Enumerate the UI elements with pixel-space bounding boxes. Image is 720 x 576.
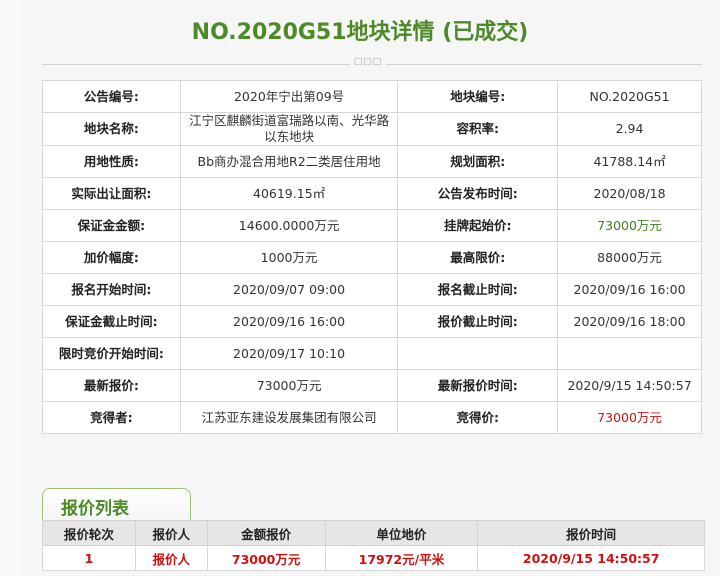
detail-row: 报名开始时间: 2020/09/07 09:00 报名截止时间: 2020/09/16… <box>42 273 702 306</box>
field-value: 2020/09/07 09:00 <box>179 273 399 306</box>
detail-row: 限时竞价开始时间: 2020/09/17 10:10 <box>42 337 702 370</box>
field-value <box>557 337 702 370</box>
field-value: 江苏亚东建设发展集团有限公司 <box>179 401 399 434</box>
field-label: 用地性质: <box>42 145 181 178</box>
detail-row: 加价幅度: 1000万元 最高限价: 88000万元 <box>42 241 702 274</box>
detail-row: 竞得者: 江苏亚东建设发展集团有限公司 竞得价: 73000万元 <box>42 401 702 434</box>
field-value: 73000万元 <box>179 369 399 402</box>
field-label: 限时竞价开始时间: <box>42 337 181 370</box>
divider-mark: □□□ <box>350 57 386 67</box>
field-value: 88000万元 <box>557 241 702 274</box>
column-header: 报价轮次 <box>42 520 136 546</box>
field-value: 41788.14㎡ <box>557 145 702 178</box>
bid-row: 1 报价人 73000万元 17972元/平米 2020/9/15 14:50:57 <box>42 545 705 571</box>
column-header: 金额报价 <box>206 520 326 546</box>
bid-cell: 17972元/平米 <box>324 545 479 571</box>
detail-row: 公告编号: 2020年宁出第09号 地块编号: NO.2020G51 <box>42 80 702 113</box>
field-label: 保证金金额: <box>42 209 181 242</box>
field-value: 14600.0000万元 <box>179 209 399 242</box>
field-value: 2.94 <box>557 112 702 146</box>
detail-row: 地块名称: 江宁区麒麟街道富瑞路以南、光华路以东地块 容积率: 2.94 <box>42 112 702 146</box>
field-value: 2020/09/16 18:00 <box>557 305 702 338</box>
column-header: 报价人 <box>134 520 208 546</box>
bid-cell: 报价人 <box>134 545 208 571</box>
field-value: 1000万元 <box>179 241 399 274</box>
detail-row: 用地性质: Bb商办混合用地R2二类居住用地 规划面积: 41788.14㎡ <box>42 145 702 178</box>
column-header: 单位地价 <box>324 520 479 546</box>
detail-row: 保证金金额: 14600.0000万元 挂牌起始价: 73000万元 <box>42 209 702 242</box>
detail-row: 保证金截止时间: 2020/09/16 16:00 报价截止时间: 2020/09/1… <box>42 305 702 338</box>
field-label: 报名截止时间: <box>397 273 559 306</box>
field-value: 江宁区麒麟街道富瑞路以南、光华路以东地块 <box>179 112 399 146</box>
field-value: Bb商办混合用地R2二类居住用地 <box>179 145 399 178</box>
field-label <box>397 337 559 370</box>
field-value: 2020/08/18 <box>557 177 702 210</box>
bid-cell: 1 <box>42 545 136 571</box>
field-label: 容积率: <box>397 112 559 146</box>
field-label: 挂牌起始价: <box>397 209 559 242</box>
detail-row: 实际出让面积: 40619.15㎡ 公告发布时间: 2020/08/18 <box>42 177 702 210</box>
field-value: 2020年宁出第09号 <box>179 80 399 113</box>
field-value: 2020/09/16 16:00 <box>179 305 399 338</box>
field-label: 加价幅度: <box>42 241 181 274</box>
field-label: 规划面积: <box>397 145 559 178</box>
column-header: 报价时间 <box>477 520 705 546</box>
field-label: 地块名称: <box>42 112 181 146</box>
bid-cell: 2020/9/15 14:50:57 <box>477 545 705 571</box>
field-value: 40619.15㎡ <box>179 177 399 210</box>
field-label: 最高限价: <box>397 241 559 274</box>
land-detail-table: 公告编号: 2020年宁出第09号 地块编号: NO.2020G51 地块名称: 江宁区麒… <box>42 80 702 434</box>
field-label: 地块编号: <box>397 80 559 113</box>
field-label: 保证金截止时间: <box>42 305 181 338</box>
field-value: NO.2020G51 <box>557 80 702 113</box>
field-label: 竞得者: <box>42 401 181 434</box>
field-value: 2020/09/16 16:00 <box>557 273 702 306</box>
field-label: 报名开始时间: <box>42 273 181 306</box>
bid-list-table: 报价轮次 报价人 金额报价 单位地价 报价时间 1 报价人 73000万元 17972元/平米 2… <box>42 520 705 571</box>
field-label: 公告编号: <box>42 80 181 113</box>
field-label: 竞得价: <box>397 401 559 434</box>
detail-row: 最新报价: 73000万元 最新报价时间: 2020/9/15 14:50:57 <box>42 369 702 402</box>
page-edge <box>0 0 20 576</box>
bid-cell: 73000万元 <box>206 545 326 571</box>
tab-bid-list[interactable]: 报价列表 <box>42 488 191 522</box>
field-value: 2020/09/17 10:10 <box>179 337 399 370</box>
field-value: 73000万元 <box>557 401 702 434</box>
field-value: 2020/9/15 14:50:57 <box>557 369 702 402</box>
page-title: NO.2020G51地块详情 (已成交) <box>191 20 529 45</box>
field-label: 实际出让面积: <box>42 177 181 210</box>
field-label: 报价截止时间: <box>397 305 559 338</box>
field-value: 73000万元 <box>557 209 702 242</box>
field-label: 最新报价: <box>42 369 181 402</box>
field-label: 公告发布时间: <box>397 177 559 210</box>
field-label: 最新报价时间: <box>397 369 559 402</box>
